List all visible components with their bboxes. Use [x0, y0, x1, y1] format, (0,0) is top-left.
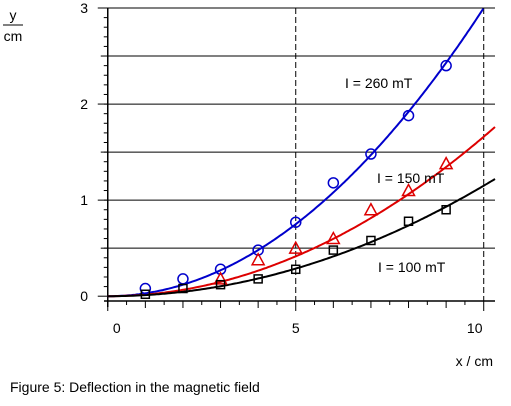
data-point-triangle	[288, 240, 304, 254]
series-label-100: I = 100 mT	[378, 259, 446, 275]
data-point-square	[140, 289, 151, 300]
y-axis-label-numerator: y	[10, 7, 17, 23]
x-tick-label: 5	[292, 320, 300, 336]
data-point-circle	[440, 59, 452, 72]
data-point-triangle	[213, 271, 228, 285]
x-tick-label: 10	[467, 320, 483, 336]
data-point-circle	[365, 148, 377, 160]
y-axis-label-denominator: cm	[4, 28, 23, 44]
fit-curve	[107, 178, 496, 298]
data-point-triangle	[438, 156, 454, 170]
deflection-chart: 0 1 2 3 0 5 10 y cm x / cm I = 260 mT I = 150 …	[3, 0, 496, 369]
data-point-square	[441, 204, 451, 215]
data-point-square	[178, 283, 188, 294]
y-tick-label: 0	[80, 288, 88, 304]
axes	[97, 7, 495, 311]
x-tick-label: 0	[113, 320, 121, 336]
data-point-triangle	[250, 252, 266, 266]
data-point-square	[253, 274, 263, 284]
fit-curve	[107, 8, 485, 298]
data-point-circle	[402, 109, 415, 122]
data-point-circle	[327, 177, 340, 189]
data-point-circle	[289, 216, 302, 228]
data-point-square	[403, 216, 414, 227]
tick-labels: 0 1 2 3 0 5 10	[80, 0, 483, 336]
data-point-circle	[177, 273, 189, 285]
data-markers	[139, 59, 454, 300]
data-point-triangle	[326, 230, 341, 245]
data-point-square	[290, 264, 301, 275]
y-tick-label: 1	[80, 192, 88, 208]
grid	[104, 7, 495, 301]
data-point-square	[366, 235, 376, 246]
data-point-square	[215, 279, 226, 290]
data-point-circle	[139, 282, 152, 295]
series-label-260: I = 260 mT	[345, 75, 413, 91]
x-axis-label: x / cm	[456, 353, 493, 369]
y-tick-label: 3	[80, 0, 88, 16]
data-point-triangle	[401, 182, 416, 197]
y-tick-label: 2	[80, 96, 88, 112]
data-point-triangle	[363, 202, 379, 216]
figure-caption: Figure 5: Deflection in the magnetic fie…	[10, 379, 260, 395]
data-point-square	[328, 245, 339, 255]
series-label-150: I = 150 mT	[377, 170, 445, 186]
